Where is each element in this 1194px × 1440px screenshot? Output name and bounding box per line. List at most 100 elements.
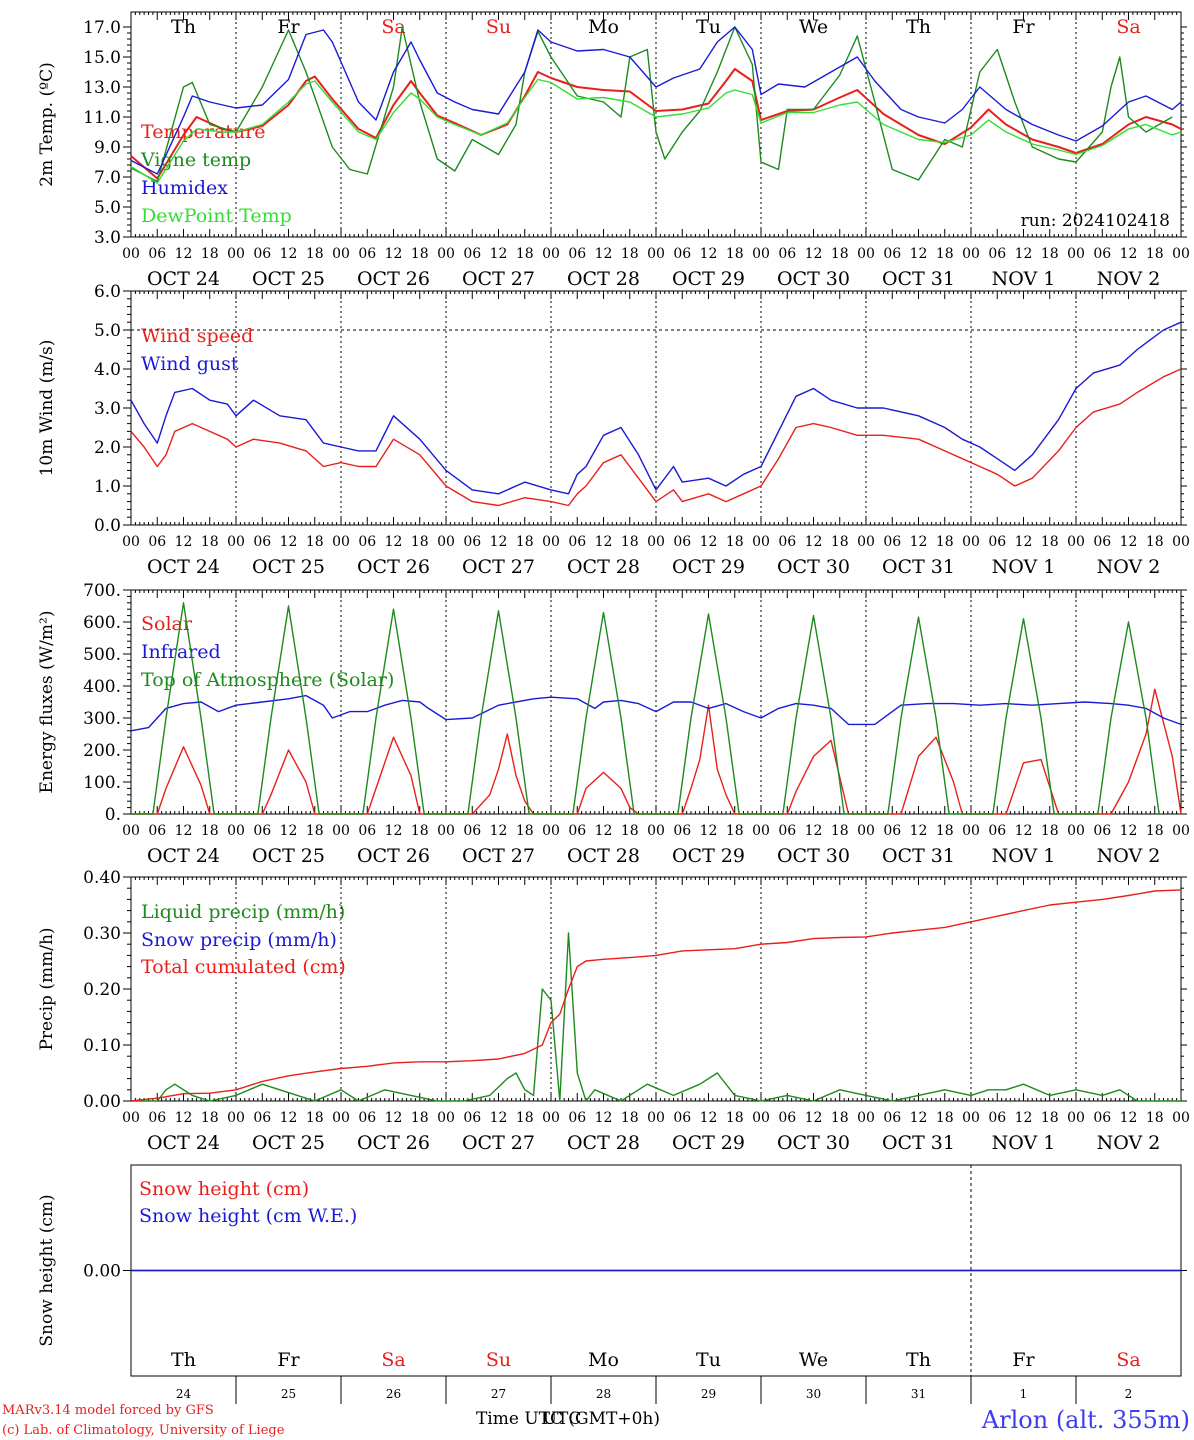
date-label: NOV 1 xyxy=(992,1132,1056,1154)
hour-tick-label: 18 xyxy=(516,246,534,262)
legend-entry: Temperature xyxy=(141,121,265,143)
hour-tick-label: 18 xyxy=(936,1110,954,1126)
hour-tick-label: 18 xyxy=(306,1110,324,1126)
hour-tick-label: 18 xyxy=(936,246,954,262)
hour-tick-label: 18 xyxy=(516,1110,534,1126)
legend-entry: Total cumulated (cm) xyxy=(141,956,346,978)
hour-tick-label: 12 xyxy=(805,823,823,839)
hour-tick-label: 18 xyxy=(201,823,219,839)
weekday-label: Sa xyxy=(381,16,405,38)
hour-tick-label: 12 xyxy=(490,823,508,839)
y-axis-label: Energy fluxes (W/m²) xyxy=(37,611,57,794)
chart-panel-2: 0.0 1.0 2.0 3.0 4.0 5.0 6.0 10m Wind (m/s) 00 06 1… xyxy=(37,282,1190,578)
hour-tick-label: 18 xyxy=(306,823,324,839)
hour-tick-label: 06 xyxy=(673,246,691,262)
hour-tick-label: 12 xyxy=(910,1110,928,1126)
legend-entry: Vigne temp xyxy=(140,149,251,171)
y-tick-label: 200. xyxy=(83,741,121,761)
hour-tick-label: 06 xyxy=(568,534,586,550)
hour-tick-label: 18 xyxy=(1146,246,1164,262)
y-axis-label: Precip (mm/h) xyxy=(37,927,57,1050)
weekday-label: Fr xyxy=(1012,1349,1035,1371)
legend-entry: Wind gust xyxy=(141,353,239,375)
date-label: OCT 31 xyxy=(882,845,955,867)
hour-tick-label: 06 xyxy=(253,1110,271,1126)
hour-tick-label: 06 xyxy=(778,534,796,550)
x-axis-title: Time UTC (GMT+0h) xyxy=(476,1409,660,1429)
date-label: OCT 30 xyxy=(777,268,850,290)
hour-tick-label: 18 xyxy=(1146,534,1164,550)
legend-entry: Snow precip (mm/h) xyxy=(141,929,337,951)
hour-tick-label: 18 xyxy=(201,1110,219,1126)
hour-tick-label: 06 xyxy=(988,823,1006,839)
hour-tick-label: 12 xyxy=(805,1110,823,1126)
hour-tick-label: 06 xyxy=(778,1110,796,1126)
hour-tick-label: 06 xyxy=(988,1110,1006,1126)
date-label: OCT 27 xyxy=(462,1132,535,1154)
hour-tick-label: 06 xyxy=(463,1110,481,1126)
hour-tick-label: 00 xyxy=(1067,534,1085,550)
hour-tick-label: 06 xyxy=(778,823,796,839)
hour-tick-label: 12 xyxy=(280,823,298,839)
date-label: OCT 29 xyxy=(672,556,745,578)
legend-entry: Infrared xyxy=(141,641,221,663)
weekday-label: Sa xyxy=(1116,16,1140,38)
hour-tick-label: 06 xyxy=(1093,534,1111,550)
hour-tick-label: 12 xyxy=(1015,534,1033,550)
hour-tick-label: 00 xyxy=(122,534,140,550)
date-label-short: 27 xyxy=(491,1387,506,1401)
y-tick-label: 100. xyxy=(83,773,121,793)
hour-tick-label: 00 xyxy=(752,823,770,839)
hour-tick-label: 00 xyxy=(542,246,560,262)
date-label: OCT 30 xyxy=(777,845,850,867)
hour-tick-label: 12 xyxy=(490,246,508,262)
hour-tick-label: 18 xyxy=(936,534,954,550)
hour-tick-label: 06 xyxy=(253,246,271,262)
hour-tick-label: 18 xyxy=(201,534,219,550)
hour-tick-label: 00 xyxy=(332,823,350,839)
hour-tick-label: 00 xyxy=(857,823,875,839)
date-label-short: 31 xyxy=(911,1387,926,1401)
hour-tick-label: 12 xyxy=(700,823,718,839)
hour-tick-label: 00 xyxy=(962,246,980,262)
date-label: NOV 2 xyxy=(1097,1132,1161,1154)
hour-tick-label: 12 xyxy=(490,1110,508,1126)
hour-tick-label: 12 xyxy=(280,1110,298,1126)
legend-entry: Top of Atmosphere (Solar) xyxy=(141,669,394,691)
hour-tick-label: 12 xyxy=(175,534,193,550)
hour-tick-label: 06 xyxy=(568,823,586,839)
hour-tick-label: 00 xyxy=(542,823,560,839)
hour-tick-label: 00 xyxy=(1172,246,1190,262)
hour-tick-label: 18 xyxy=(726,246,744,262)
weekday-label: Th xyxy=(906,16,931,38)
y-tick-label: 0.20 xyxy=(83,980,121,1000)
y-tick-label: 700. xyxy=(83,581,121,601)
date-label: NOV 1 xyxy=(992,268,1056,290)
legend-entry: Snow height (cm) xyxy=(139,1178,309,1200)
weekday-label: Th xyxy=(171,1349,196,1371)
date-label: OCT 25 xyxy=(252,845,325,867)
hour-tick-label: 18 xyxy=(831,823,849,839)
date-label: NOV 1 xyxy=(992,845,1056,867)
y-axis-label: 10m Wind (m/s) xyxy=(37,340,57,477)
hour-tick-label: 06 xyxy=(883,246,901,262)
weekday-label: Th xyxy=(171,16,196,38)
hour-tick-label: 00 xyxy=(122,246,140,262)
hour-tick-label: 06 xyxy=(358,823,376,839)
y-tick-label: 0.10 xyxy=(83,1036,121,1056)
hour-tick-label: 06 xyxy=(883,1110,901,1126)
hour-tick-label: 06 xyxy=(673,534,691,550)
location-label: Arlon (alt. 355m) xyxy=(981,1406,1190,1434)
y-tick-label: 2.0 xyxy=(94,438,121,458)
hour-tick-label: 00 xyxy=(332,246,350,262)
y-tick-label: 9.0 xyxy=(94,138,121,158)
hour-tick-label: 06 xyxy=(988,534,1006,550)
hour-tick-label: 00 xyxy=(647,246,665,262)
hour-tick-label: 12 xyxy=(700,534,718,550)
date-label: OCT 29 xyxy=(672,845,745,867)
y-tick-label: 15.0 xyxy=(83,48,121,68)
hour-tick-label: 12 xyxy=(1120,823,1138,839)
date-label-short: 29 xyxy=(701,1387,716,1401)
hour-tick-label: 12 xyxy=(910,534,928,550)
